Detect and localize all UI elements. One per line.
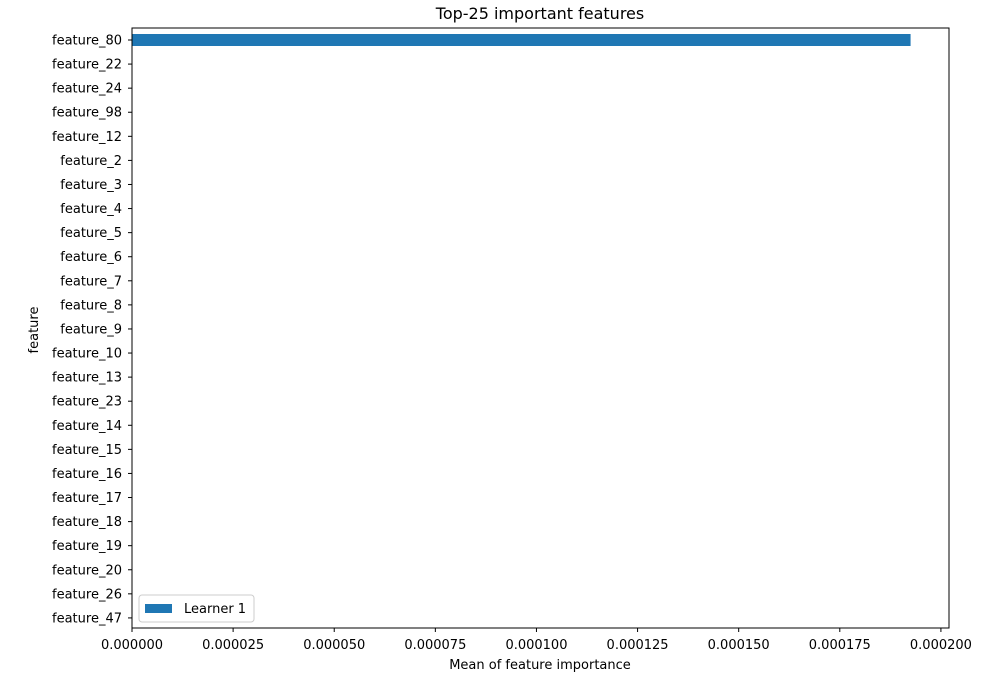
y-tick-label: feature_80 <box>52 34 122 49</box>
chart-title: Top-25 important features <box>435 4 644 23</box>
x-tick-label: 0.000200 <box>910 638 972 653</box>
y-tick-label: feature_4 <box>60 202 122 217</box>
y-tick-label: feature_14 <box>52 419 122 434</box>
y-tick-label: feature_8 <box>60 298 122 313</box>
x-tick-label: 0.000175 <box>809 638 871 653</box>
y-tick-label: feature_22 <box>52 58 122 73</box>
x-axis-title: Mean of feature importance <box>449 658 631 673</box>
y-tick-label: feature_24 <box>52 82 122 97</box>
y-tick-label: feature_10 <box>52 347 122 362</box>
y-tick-label: feature_20 <box>52 563 122 578</box>
plot-frame <box>131 27 950 629</box>
y-tick-label: feature_26 <box>52 587 122 602</box>
y-tick-label: feature_9 <box>60 322 122 337</box>
legend-swatch <box>145 604 172 613</box>
x-tick-label: 0.000100 <box>505 638 567 653</box>
y-tick-label: feature_19 <box>52 539 122 554</box>
x-tick-label: 0.000150 <box>708 638 770 653</box>
y-axis-title: feature <box>27 307 42 354</box>
x-tick-label: 0.000075 <box>404 638 466 653</box>
y-tick-label: feature_98 <box>52 106 122 121</box>
y-tick-label: feature_17 <box>52 491 122 506</box>
y-tick-label: feature_23 <box>52 395 122 410</box>
y-tick-label: feature_47 <box>52 611 122 626</box>
y-tick-label: feature_6 <box>60 250 122 265</box>
x-tick-label: 0.000000 <box>101 638 163 653</box>
y-tick-label: feature_5 <box>60 226 122 241</box>
y-tick-label: feature_7 <box>60 274 122 289</box>
legend-box <box>138 594 255 623</box>
plot-area: feature_80 feature_22 feature_24 feature_98… <box>52 34 972 654</box>
bar-feature_80 <box>132 34 911 46</box>
y-tick-label: feature_13 <box>52 371 122 386</box>
x-tick-label: 0.000050 <box>303 638 365 653</box>
y-tick-label: feature_16 <box>52 467 122 482</box>
legend-label: Learner 1 <box>184 602 246 617</box>
y-tick-label: feature_18 <box>52 515 122 530</box>
x-tick-label: 0.000025 <box>202 638 264 653</box>
y-tick-label: feature_15 <box>52 443 122 458</box>
y-tick-label: feature_3 <box>60 178 122 193</box>
y-tick-label: feature_12 <box>52 130 122 145</box>
legend: Learner 1 <box>138 594 255 623</box>
y-tick-label: feature_2 <box>60 154 122 169</box>
x-tick-label: 0.000125 <box>607 638 669 653</box>
